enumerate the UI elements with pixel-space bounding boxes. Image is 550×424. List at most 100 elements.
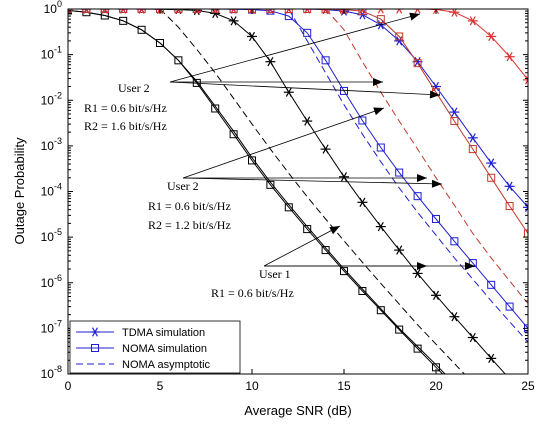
data-point [504,52,515,62]
square-marker [303,225,312,234]
data-point [210,9,221,19]
data-point [340,267,348,276]
square-marker [358,286,367,295]
series-line [325,9,528,304]
legend-item: NOMA simulation [76,343,207,355]
square-marker [211,104,220,113]
square-marker [192,9,201,13]
y-tick-label: 100 [44,0,62,16]
data-point [467,16,478,26]
data-point [413,192,422,201]
square-marker [321,246,330,255]
legend-label: NOMA asymptotic [122,359,211,371]
y-tick-label: 10-6 [41,273,62,290]
annotation-text: User 2 [118,81,150,95]
data-point [137,25,146,34]
data-point [100,9,109,13]
data-point [211,104,220,113]
square-marker [174,9,183,13]
x-tick-label: 20 [429,379,443,393]
y-tick-label: 10-8 [41,364,62,381]
square-marker [358,9,367,16]
square-marker [395,32,404,41]
data-point [283,87,294,97]
data-point [228,16,239,26]
annotation-user1: User 1 R1 = 0.6 bit/s/Hz [211,225,475,300]
data-point [339,172,349,182]
square-marker [321,56,330,65]
data-point [119,9,128,13]
x-tick-label: 25 [521,379,535,393]
data-point [265,57,276,67]
square-marker [82,9,91,13]
y-axis-label: Outage Probability [12,137,27,244]
data-point [413,344,422,353]
data-point [119,16,128,25]
x-axis-label: Average SNR (dB) [244,403,351,418]
data-point [321,246,330,255]
data-point [358,286,367,295]
series-line [68,9,528,234]
data-point [266,9,275,13]
asterisk-stroke [469,332,476,343]
legend-item: NOMA asymptotic [76,359,211,371]
square-marker [487,173,496,182]
data-point [395,168,404,177]
pointer-line [182,177,443,185]
annotation-text: R1 = 0.6 bit/s/Hz [84,101,167,115]
plot-frame [67,8,529,375]
data-point [376,306,385,315]
y-tick-label: 10-1 [41,45,62,62]
x-tick-label: 5 [157,379,164,393]
data-point [358,9,367,16]
asterisk-stroke [212,9,219,19]
arrow-head [465,262,475,270]
square-marker [505,202,514,211]
asterisk-stroke [414,57,421,67]
square-marker [119,9,128,13]
data-point [156,38,164,47]
square-marker [432,214,440,223]
arrow-head [329,226,340,235]
square-marker [137,25,146,34]
square-marker [303,9,312,13]
data-point [303,225,312,234]
series-line [288,9,528,343]
square-marker [137,9,146,13]
data-point [321,56,330,65]
series-line [159,9,466,374]
asterisk-stroke [524,75,528,82]
square-marker [395,168,404,177]
asterisk-stroke [248,31,256,42]
data-point [174,9,183,13]
series-line [68,9,528,81]
asterisk-stroke [359,197,366,207]
asterisk-stroke [193,9,199,16]
square-marker [376,306,385,315]
data-point [375,221,386,232]
data-point [376,15,385,24]
x-tick-label: 15 [337,379,351,393]
data-point [174,56,183,65]
square-marker [266,9,275,13]
asterisk-stroke [488,353,495,364]
asterisk-stroke [304,116,311,126]
data-point [505,202,514,211]
asterisk-stroke [506,181,513,191]
data-point [303,9,312,13]
data-point [137,9,146,13]
square-marker [524,229,528,238]
data-point [247,31,257,42]
legend-label: TDMA simulation [122,327,205,339]
asterisk-stroke [432,290,440,300]
square-marker [340,267,348,276]
data-point [358,116,367,125]
data-point [413,59,422,68]
data-point [192,9,201,13]
asterisk-stroke [451,312,458,322]
data-point [395,32,404,41]
x-tick-label: 0 [65,379,72,393]
data-point [357,197,368,207]
series-1 [68,9,446,374]
